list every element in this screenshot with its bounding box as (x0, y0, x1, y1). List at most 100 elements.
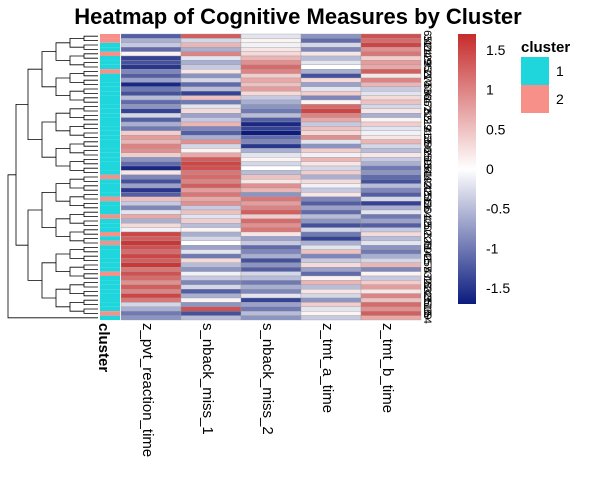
heatmap-cell (240, 64, 302, 70)
heatmap-cell (120, 297, 182, 303)
heatmap-cell (120, 218, 182, 224)
row-label: 65 (421, 30, 433, 42)
heatmap-cell (120, 170, 182, 175)
heatmap-cell (180, 293, 242, 299)
column-label: s_nback_miss_1 (199, 323, 216, 435)
dendrogram-branch (69, 73, 84, 83)
heatmap-cell (240, 91, 302, 96)
dendrogram-branch (83, 88, 98, 94)
heatmap-cell (360, 297, 422, 303)
heatmap-cell (120, 227, 182, 233)
cluster-cell (100, 179, 120, 184)
heatmap-cell (180, 236, 242, 241)
row-label: 15 (421, 158, 433, 170)
heatmap-cell (240, 262, 302, 268)
heatmap-cell (360, 174, 422, 180)
heatmap-cell (300, 315, 362, 321)
cluster-cell (100, 108, 120, 114)
heatmap-cell (240, 245, 302, 250)
heatmap-cell (120, 135, 182, 140)
heatmap-cell (240, 126, 302, 131)
heatmap-cell (300, 284, 362, 290)
cluster-cell (100, 174, 120, 180)
heatmap-cell (240, 135, 302, 140)
heatmap-cell (300, 302, 362, 307)
cluster-cell (100, 298, 120, 303)
row-label: 23 (421, 188, 433, 200)
cluster-cell (100, 130, 120, 136)
row-label: 63 (421, 281, 433, 293)
heatmap-cell (300, 209, 362, 215)
heatmap-cell (360, 86, 422, 92)
heatmap-cell (300, 148, 362, 153)
heatmap-cell (360, 130, 422, 136)
cluster-cell (100, 38, 120, 43)
heatmap-cell (180, 209, 242, 215)
dendrogram-branch (55, 288, 70, 308)
row-label: 5 (421, 266, 433, 272)
heatmap-cell (180, 99, 242, 105)
heatmap-cell (360, 227, 422, 233)
dendrogram-branch (69, 38, 84, 48)
heatmap-cell (180, 231, 242, 237)
chart-title: Heatmap of Cognitive Measures by Cluster (74, 4, 522, 29)
cluster-cell (100, 126, 120, 131)
heatmap-cell (120, 108, 182, 114)
heatmap-cell (300, 297, 362, 303)
heatmap-cell (120, 47, 182, 52)
dendrogram-branch (83, 264, 98, 270)
heatmap-cell (120, 183, 182, 189)
heatmap-cell (240, 205, 302, 211)
heatmap-cell (240, 157, 302, 162)
heatmap-cell (120, 157, 182, 162)
heatmap-cell (360, 253, 422, 259)
heatmap-cell (360, 157, 422, 162)
dendrogram-branch (83, 291, 98, 297)
row-label: 3 (421, 183, 433, 189)
heatmap-cell (360, 240, 422, 246)
heatmap-cell (240, 275, 302, 281)
heatmap-cell (360, 135, 422, 140)
heatmap-cell (240, 152, 302, 158)
dendrogram-branch (83, 203, 98, 209)
heatmap-cell (300, 33, 362, 39)
heatmap-cell (120, 311, 182, 316)
color-scale-tick: 0.5 (486, 121, 506, 137)
cluster-cell (100, 214, 120, 219)
cluster-cell (100, 183, 120, 188)
cluster-cell (100, 135, 120, 140)
heatmap-cell (180, 218, 242, 224)
heatmap-cell (180, 187, 242, 193)
heatmap-cell (300, 240, 362, 246)
cluster-cell (100, 166, 120, 171)
cluster-cell (100, 315, 120, 320)
cluster-cell (100, 271, 120, 276)
heatmap-cell (300, 108, 362, 114)
heatmap-cell (240, 297, 302, 303)
heatmap-cell (300, 223, 362, 228)
heatmap-cell (360, 267, 422, 272)
heatmap-cell (300, 231, 362, 237)
dendrogram-branch (83, 97, 98, 103)
heatmap-cell (360, 170, 422, 175)
heatmap-cell (180, 60, 242, 65)
row-label: 56 (421, 193, 433, 205)
heatmap-cell (180, 51, 242, 57)
cluster-cell (100, 60, 120, 65)
cluster-cell (100, 139, 120, 144)
cluster-legend: cluster 1 2 (521, 39, 570, 113)
heatmap-cell (240, 113, 302, 118)
heatmap-cell (180, 306, 242, 312)
row-label: 31 (421, 34, 433, 46)
heatmap-cell (180, 174, 242, 180)
cluster-cell (100, 205, 120, 210)
row-label: 1 (421, 214, 433, 220)
dendrogram-branch (83, 176, 98, 182)
heatmap-cell (300, 99, 362, 105)
heatmap-cell (180, 42, 242, 48)
heatmap-cell (120, 91, 182, 96)
cluster-cell (100, 284, 120, 290)
heatmap-cell (240, 139, 302, 145)
dendrogram-branch (69, 55, 84, 66)
heatmap-cell (120, 77, 182, 83)
